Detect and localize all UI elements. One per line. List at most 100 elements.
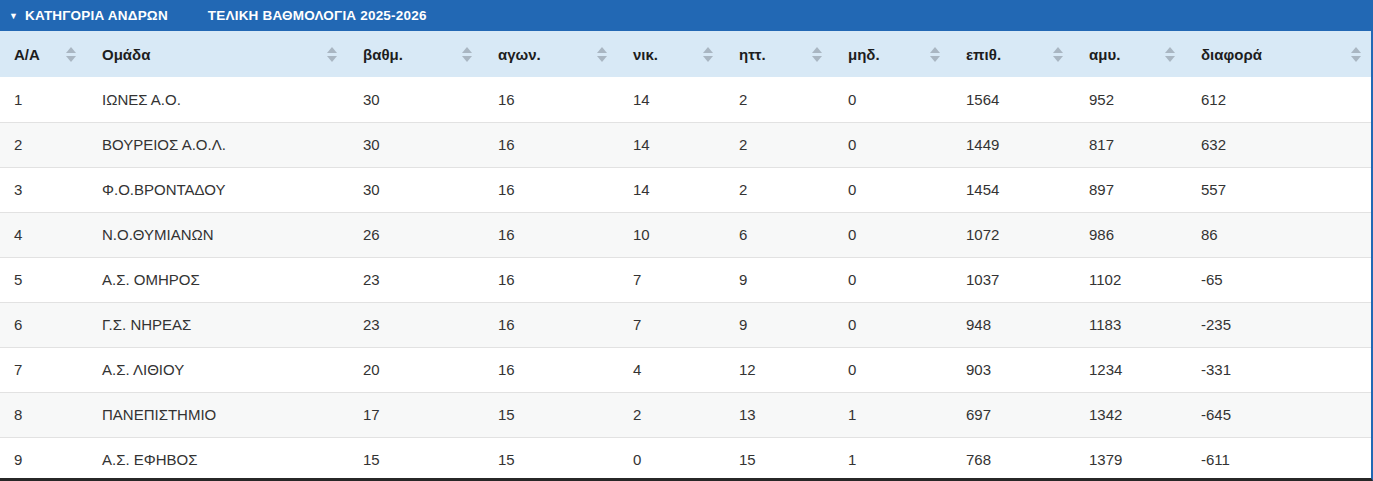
column-header-games[interactable]: αγων.	[482, 31, 617, 77]
table-row: 5 Α.Σ. ΟΜΗΡΟΣ 23 16 7 9 0 1037 1102 -65	[0, 257, 1371, 302]
cell-games: 16	[482, 257, 617, 302]
cell-difference: -611	[1185, 437, 1371, 481]
cell-defense: 952	[1073, 77, 1185, 122]
column-label: βαθμ.	[363, 46, 403, 63]
cell-games: 15	[482, 437, 617, 481]
cell-losses: 12	[723, 347, 832, 392]
column-header-offense[interactable]: επιθ.	[950, 31, 1073, 77]
column-label: μηδ.	[848, 46, 880, 63]
column-header-forfeits[interactable]: μηδ.	[832, 31, 950, 77]
cell-team: Α.Σ. ΛΙΘΙΟΥ	[86, 347, 347, 392]
column-label: διαφορά	[1201, 46, 1262, 63]
cell-forfeits: 0	[832, 167, 950, 212]
collapse-caret-icon: ▼	[9, 12, 18, 21]
cell-games: 16	[482, 212, 617, 257]
cell-difference: -65	[1185, 257, 1371, 302]
cell-points: 17	[347, 392, 482, 437]
cell-offense: 903	[950, 347, 1073, 392]
cell-difference: -331	[1185, 347, 1371, 392]
cell-aa: 2	[0, 122, 86, 167]
column-label: αγων.	[498, 46, 541, 63]
cell-aa: 4	[0, 212, 86, 257]
cell-wins: 10	[617, 212, 723, 257]
table-header-row: Α/Α Ομάδα βαθμ. αγων. νικ. ηττ. μηδ. επι…	[0, 31, 1371, 77]
sort-icon	[812, 47, 822, 62]
cell-wins: 7	[617, 257, 723, 302]
cell-team: ΙΩΝΕΣ Α.Ο.	[86, 77, 347, 122]
cell-points: 23	[347, 302, 482, 347]
cell-aa: 8	[0, 392, 86, 437]
sort-icon	[597, 47, 607, 62]
column-header-team[interactable]: Ομάδα	[86, 31, 347, 77]
cell-aa: 5	[0, 257, 86, 302]
table-row: 4 Ν.Ο.ΘΥΜΙΑΝΩΝ 26 16 10 6 0 1072 986 86	[0, 212, 1371, 257]
cell-aa: 7	[0, 347, 86, 392]
column-label: νικ.	[633, 46, 658, 63]
cell-points: 30	[347, 122, 482, 167]
cell-defense: 817	[1073, 122, 1185, 167]
cell-team: Α.Σ. ΟΜΗΡΟΣ	[86, 257, 347, 302]
column-header-difference[interactable]: διαφορά	[1185, 31, 1371, 77]
cell-offense: 1454	[950, 167, 1073, 212]
cell-offense: 697	[950, 392, 1073, 437]
column-label: αμυ.	[1089, 46, 1120, 63]
category-header-bar: ▼ ΚΑΤΗΓΟΡΙΑ ΑΝΔΡΩΝ ΤΕΛΙΚΗ ΒΑΘΜΟΛΟΓΙΑ 202…	[0, 0, 1371, 31]
cell-forfeits: 0	[832, 212, 950, 257]
cell-wins: 14	[617, 77, 723, 122]
cell-difference: -235	[1185, 302, 1371, 347]
cell-difference: 612	[1185, 77, 1371, 122]
cell-forfeits: 1	[832, 392, 950, 437]
cell-games: 16	[482, 77, 617, 122]
cell-wins: 7	[617, 302, 723, 347]
column-header-wins[interactable]: νικ.	[617, 31, 723, 77]
sort-icon	[66, 47, 76, 62]
column-label: επιθ.	[966, 46, 1001, 63]
sort-icon	[1053, 47, 1063, 62]
standings-title: ΤΕΛΙΚΗ ΒΑΘΜΟΛΟΓΙΑ 2025-2026	[208, 8, 427, 23]
cell-games: 16	[482, 167, 617, 212]
cell-team: Φ.Ο.ΒΡΟΝΤΑΔΟΥ	[86, 167, 347, 212]
cell-team: Α.Σ. ΕΦΗΒΟΣ	[86, 437, 347, 481]
cell-forfeits: 0	[832, 77, 950, 122]
column-label: ηττ.	[739, 46, 766, 63]
column-header-defense[interactable]: αμυ.	[1073, 31, 1185, 77]
cell-losses: 2	[723, 167, 832, 212]
cell-games: 16	[482, 302, 617, 347]
column-label: Α/Α	[14, 46, 40, 63]
column-header-losses[interactable]: ηττ.	[723, 31, 832, 77]
sort-icon	[930, 47, 940, 62]
cell-difference: 557	[1185, 167, 1371, 212]
cell-offense: 1564	[950, 77, 1073, 122]
cell-wins: 14	[617, 122, 723, 167]
cell-points: 30	[347, 77, 482, 122]
column-header-points[interactable]: βαθμ.	[347, 31, 482, 77]
column-label: Ομάδα	[102, 46, 150, 63]
cell-difference: 86	[1185, 212, 1371, 257]
cell-points: 30	[347, 167, 482, 212]
table-row: 2 ΒΟΥΡΕΙΟΣ Α.Ο.Λ. 30 16 14 2 0 1449 817 …	[0, 122, 1371, 167]
category-toggle[interactable]: ▼ ΚΑΤΗΓΟΡΙΑ ΑΝΔΡΩΝ	[9, 8, 168, 23]
table-row: 3 Φ.Ο.ΒΡΟΝΤΑΔΟΥ 30 16 14 2 0 1454 897 55…	[0, 167, 1371, 212]
cell-offense: 768	[950, 437, 1073, 481]
cell-forfeits: 0	[832, 122, 950, 167]
sort-icon	[327, 47, 337, 62]
cell-offense: 1037	[950, 257, 1073, 302]
column-header-aa[interactable]: Α/Α	[0, 31, 86, 77]
cell-losses: 2	[723, 77, 832, 122]
cell-losses: 2	[723, 122, 832, 167]
cell-losses: 13	[723, 392, 832, 437]
cell-defense: 1234	[1073, 347, 1185, 392]
cell-losses: 9	[723, 257, 832, 302]
cell-aa: 6	[0, 302, 86, 347]
cell-losses: 9	[723, 302, 832, 347]
category-label: ΚΑΤΗΓΟΡΙΑ ΑΝΔΡΩΝ	[25, 8, 168, 23]
cell-aa: 3	[0, 167, 86, 212]
cell-wins: 2	[617, 392, 723, 437]
cell-difference: -645	[1185, 392, 1371, 437]
standings-panel: ▼ ΚΑΤΗΓΟΡΙΑ ΑΝΔΡΩΝ ΤΕΛΙΚΗ ΒΑΘΜΟΛΟΓΙΑ 202…	[0, 0, 1373, 481]
sort-icon	[1165, 47, 1175, 62]
cell-points: 20	[347, 347, 482, 392]
table-row: 1 ΙΩΝΕΣ Α.Ο. 30 16 14 2 0 1564 952 612	[0, 77, 1371, 122]
table-row: 9 Α.Σ. ΕΦΗΒΟΣ 15 15 0 15 1 768 1379 -611	[0, 437, 1371, 481]
cell-defense: 1342	[1073, 392, 1185, 437]
